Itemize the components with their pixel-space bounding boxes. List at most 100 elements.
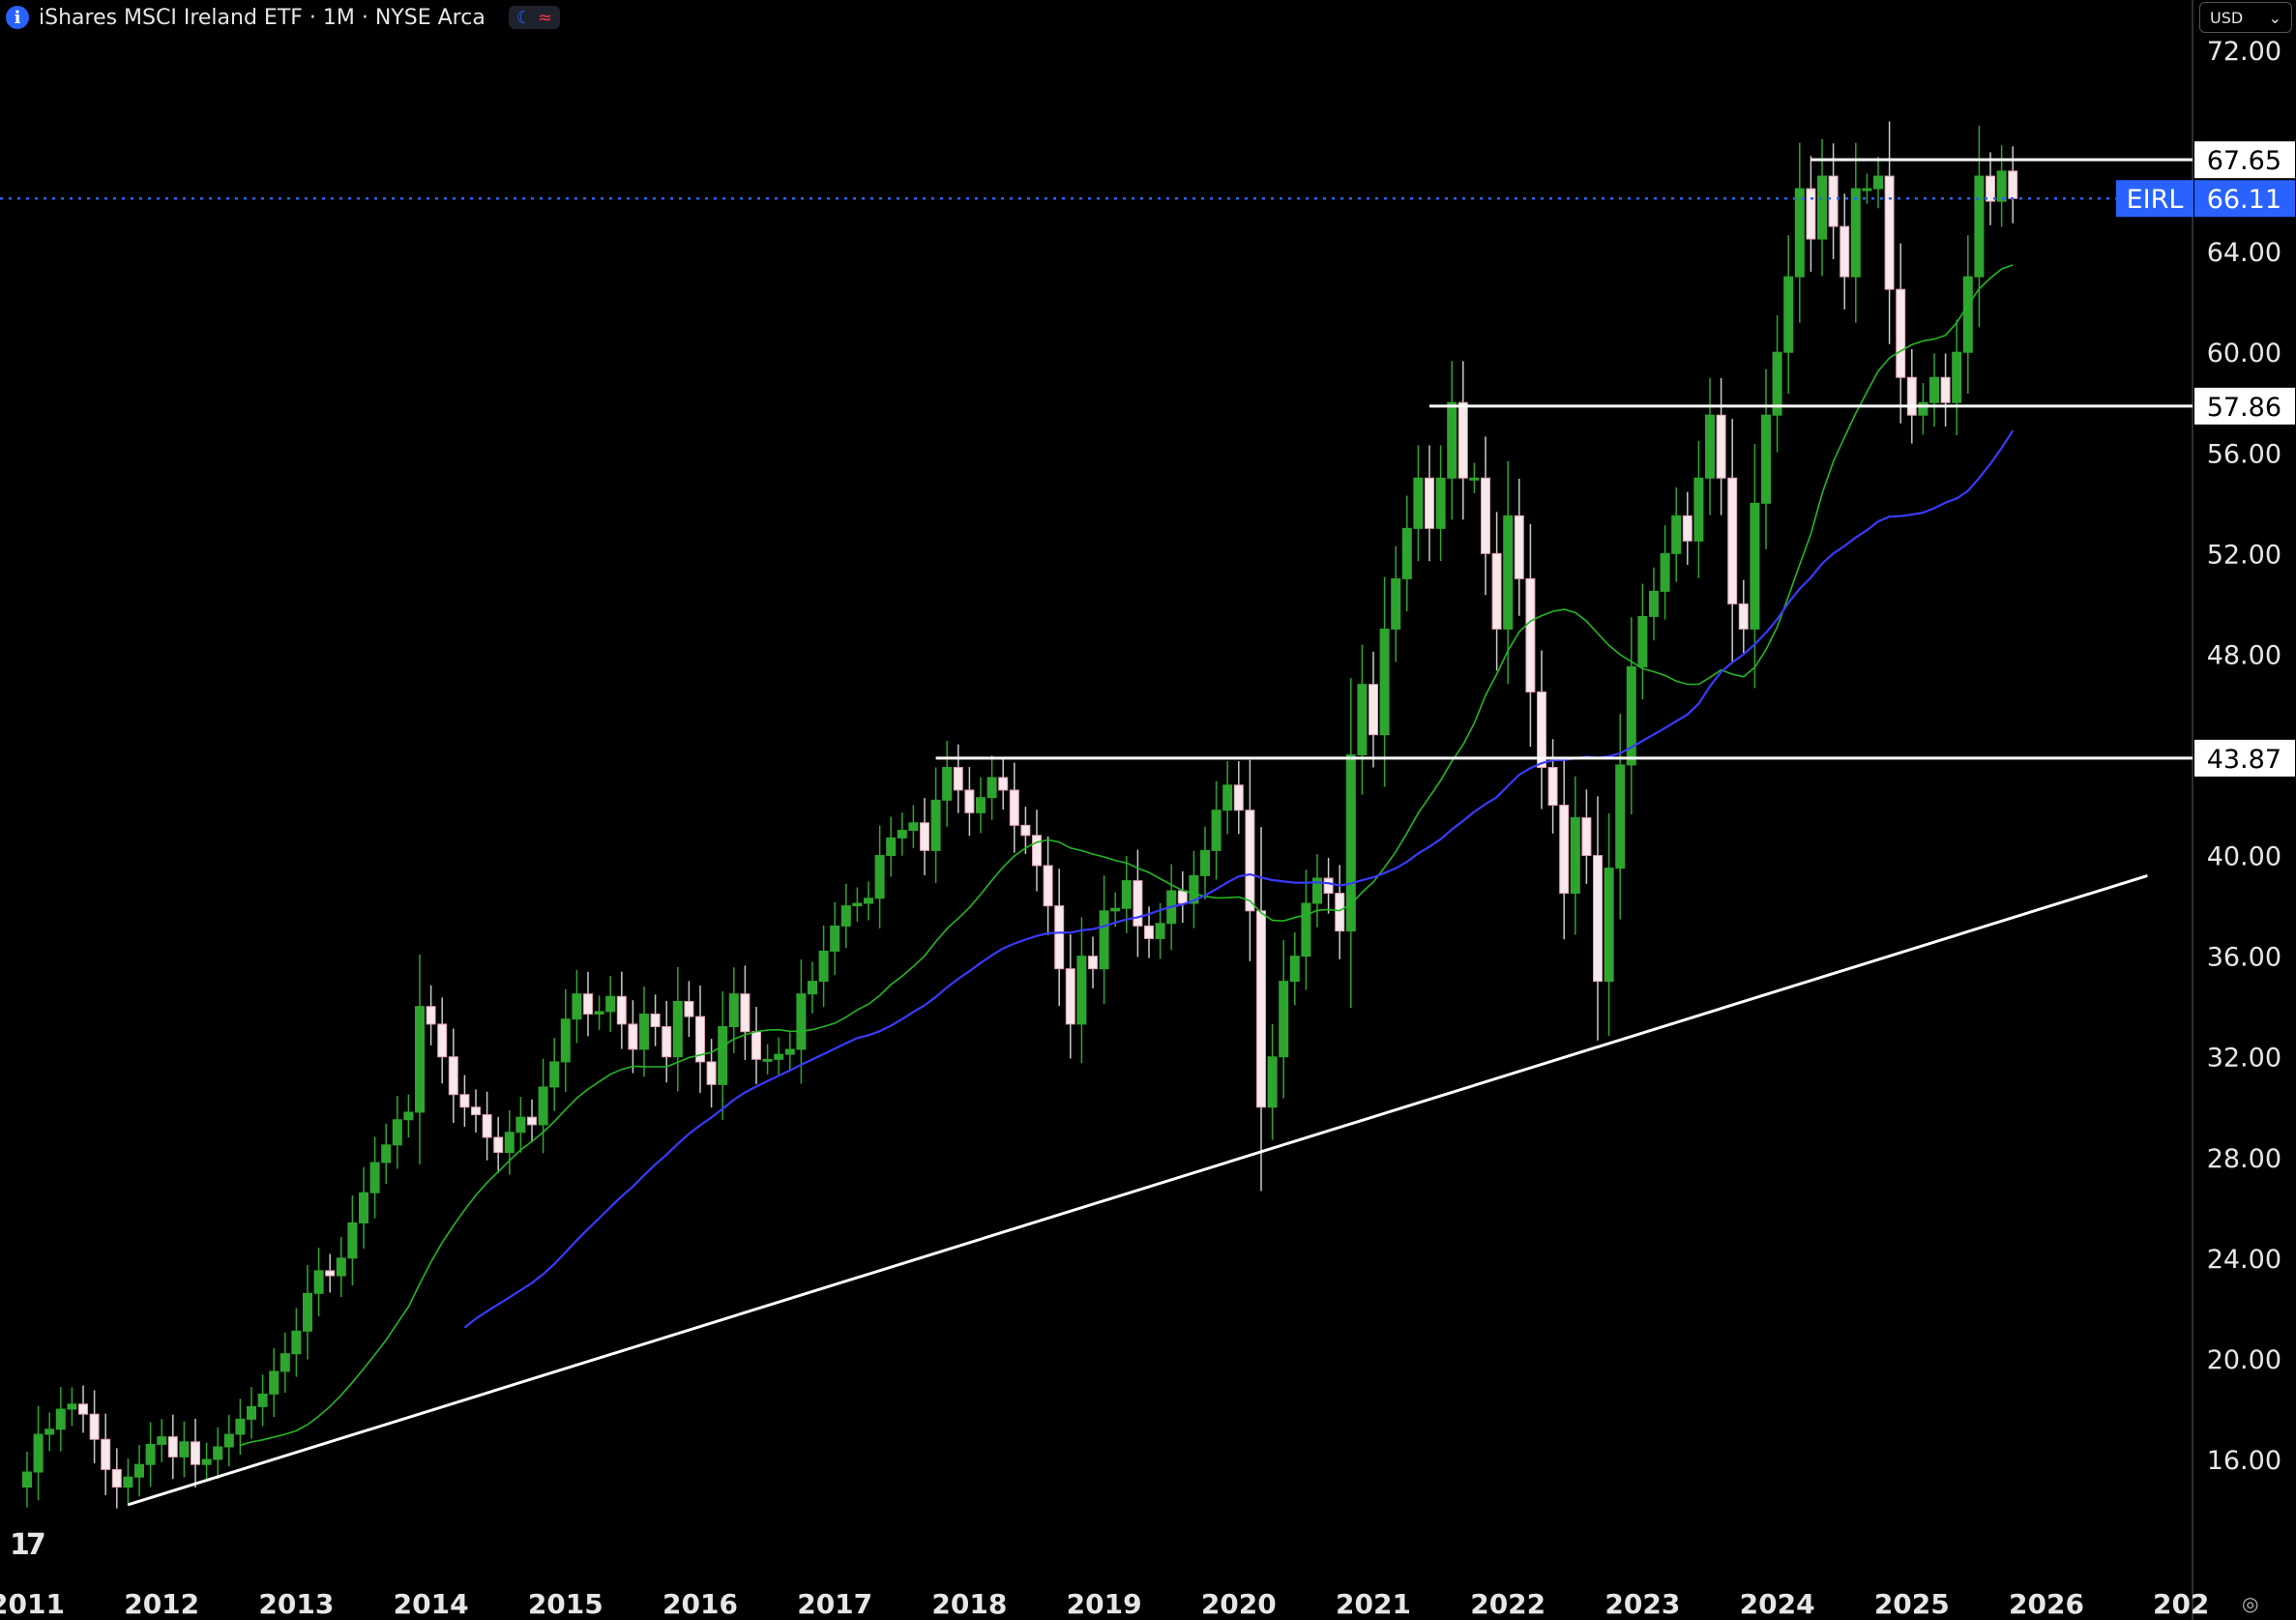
candle-body xyxy=(1222,784,1233,811)
info-icon[interactable]: i xyxy=(6,6,29,29)
candle-body xyxy=(369,1162,380,1193)
candle-body xyxy=(1301,902,1311,957)
candle-body xyxy=(1076,956,1087,1025)
candle-body xyxy=(1110,907,1121,912)
candle-body xyxy=(1369,684,1378,736)
y-tick-label: 20.00 xyxy=(2207,1345,2281,1375)
candle-body xyxy=(1267,1056,1278,1108)
candle-body xyxy=(1525,577,1536,692)
candle-body xyxy=(1906,376,1917,416)
chevron-down-icon: ⌄ xyxy=(2268,8,2281,27)
x-tick-label: 2011 xyxy=(0,1588,65,1620)
candle-body xyxy=(1289,956,1300,983)
candle-body xyxy=(897,830,907,839)
x-tick-label: 202 xyxy=(2153,1588,2209,1620)
candle-body xyxy=(818,950,829,983)
candle-body xyxy=(1279,981,1289,1058)
candle-body xyxy=(1245,810,1255,912)
candle-body xyxy=(1357,684,1368,756)
chart-header: i iShares MSCI Ireland ETF · 1M · NYSE A… xyxy=(6,4,561,31)
candle-body xyxy=(303,1292,312,1332)
symbol-title[interactable]: iShares MSCI Ireland ETF · 1M · NYSE Arc… xyxy=(39,5,486,30)
candle-body xyxy=(1256,910,1266,1108)
candle-body xyxy=(1637,615,1648,667)
candle-body xyxy=(145,1443,156,1465)
y-tick-label: 40.00 xyxy=(2207,842,2281,872)
y-tick-label: 64.00 xyxy=(2207,238,2281,268)
candle-body xyxy=(123,1476,133,1488)
candle-body xyxy=(347,1222,358,1259)
symbol-tag xyxy=(2116,180,2193,218)
candle-body xyxy=(1671,515,1682,554)
candle-body xyxy=(1043,865,1053,907)
candle-body xyxy=(1345,754,1356,932)
candle-body xyxy=(1716,414,1726,479)
candle-body xyxy=(986,777,997,799)
candle-body xyxy=(1133,880,1143,927)
candle-body xyxy=(1604,868,1614,983)
indicator-status[interactable]: ☾ ≈ xyxy=(508,6,561,29)
candle-body xyxy=(1794,188,1805,278)
candle-body xyxy=(392,1119,402,1146)
candle-body xyxy=(830,925,840,952)
candle-body xyxy=(1986,175,1995,202)
candle-body xyxy=(426,1006,436,1025)
ma-green-line xyxy=(240,264,2014,1447)
candle-body xyxy=(1862,188,1872,191)
candle-body xyxy=(1144,925,1154,939)
gear-icon[interactable]: ◎ xyxy=(2242,1592,2259,1615)
candle-body xyxy=(774,1053,784,1060)
wave-icon: ≈ xyxy=(537,7,553,28)
candle-body xyxy=(325,1270,336,1277)
x-tick-label: 2018 xyxy=(931,1588,1007,1620)
candle-body xyxy=(628,1023,638,1050)
candle-body xyxy=(942,767,953,801)
candle-body xyxy=(55,1408,66,1430)
candle-body xyxy=(874,855,885,899)
candle-body xyxy=(1503,515,1514,630)
candle-body xyxy=(2008,170,2018,199)
level-price-label: 57.86 xyxy=(2207,393,2281,423)
candle-body xyxy=(1761,414,1771,504)
candle-body xyxy=(471,1106,481,1116)
candle-body xyxy=(886,837,897,857)
candle-body xyxy=(1312,877,1322,904)
candle-body xyxy=(1435,477,1446,529)
candle-body xyxy=(1649,590,1659,617)
candle-body xyxy=(336,1257,346,1277)
x-tick-label: 2013 xyxy=(258,1588,334,1620)
candle-body xyxy=(740,993,751,1033)
x-tick-label: 2019 xyxy=(1067,1588,1142,1620)
candle-body xyxy=(852,902,863,907)
candle-body xyxy=(448,1056,458,1096)
candle-body xyxy=(269,1370,280,1395)
candle-body xyxy=(1425,477,1434,529)
candle-body xyxy=(1211,810,1222,851)
currency-label: USD xyxy=(2210,8,2244,27)
candle-body xyxy=(78,1403,88,1415)
candle-body xyxy=(1177,890,1188,904)
candle-body xyxy=(1491,552,1502,630)
candle-body xyxy=(639,1013,649,1050)
candle-body xyxy=(1593,855,1603,983)
candle-body xyxy=(998,777,1009,791)
candle-body xyxy=(247,1405,256,1420)
candle-body xyxy=(134,1463,144,1478)
level-price-tag xyxy=(2194,141,2295,179)
candle-body xyxy=(1660,552,1670,592)
candle-body xyxy=(784,1048,795,1055)
tradingview-logo-icon[interactable]: 17 xyxy=(10,1528,46,1562)
candle-body xyxy=(908,822,919,832)
y-tick-label: 28.00 xyxy=(2207,1144,2281,1174)
candle-body xyxy=(662,1025,672,1058)
candle-body xyxy=(1200,849,1210,876)
candle-body xyxy=(223,1433,234,1448)
currency-selector[interactable]: USD ⌄ xyxy=(2199,2,2292,33)
candle-body xyxy=(1850,188,1861,278)
x-tick-label: 2024 xyxy=(1740,1588,1815,1620)
y-tick-label: 24.00 xyxy=(2207,1245,2281,1275)
candle-body xyxy=(1088,956,1098,970)
candle-body xyxy=(1738,603,1749,630)
level-price-tag xyxy=(2194,387,2295,425)
